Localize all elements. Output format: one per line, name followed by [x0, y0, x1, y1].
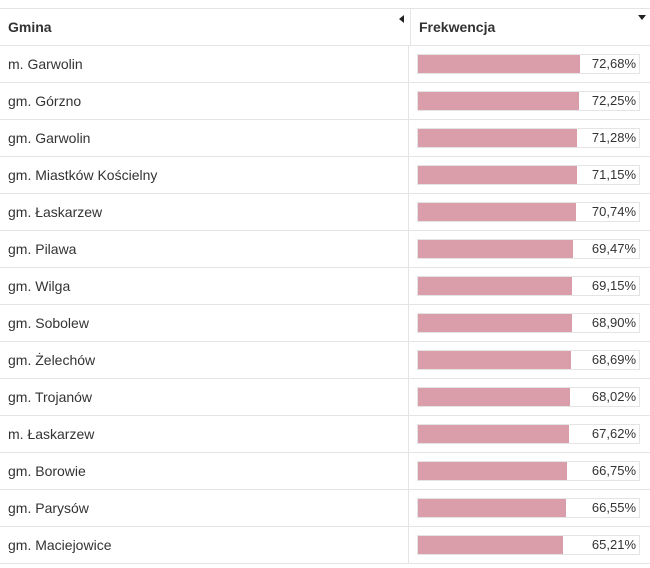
gmina-name: gm. Górzno [0, 83, 409, 119]
turnout-bar: 65,21% [417, 535, 640, 555]
turnout-bar-fill [418, 425, 569, 443]
turnout-value: 71,28% [591, 130, 636, 145]
frekwencja-cell: 66,55% [409, 490, 650, 526]
turnout-bar: 70,74% [417, 202, 640, 222]
column-header-frekwencja[interactable]: Frekwencja [411, 9, 650, 45]
turnout-bar-fill [418, 388, 570, 406]
table-row: gm. Łaskarzew 70,74% [0, 194, 650, 231]
table-row: m. Garwolin 72,68% [0, 46, 650, 83]
frekwencja-cell: 71,15% [409, 157, 650, 193]
table-row: gm. Trojanów 68,02% [0, 379, 650, 416]
table-row: gm. Maciejowice 65,21% [0, 527, 650, 564]
table-row: gm. Wilga 69,15% [0, 268, 650, 305]
turnout-value: 69,15% [591, 278, 636, 293]
column-header-gmina[interactable]: Gmina [0, 9, 411, 45]
table-body: m. Garwolin 72,68% gm. Górzno 72,25% gm. Gar… [0, 46, 650, 564]
turnout-value: 65,21% [591, 537, 636, 552]
gmina-name: gm. Wilga [0, 268, 409, 304]
turnout-bar: 68,90% [417, 313, 640, 333]
turnout-bar: 72,68% [417, 54, 640, 74]
turnout-value: 72,68% [591, 56, 636, 71]
turnout-bar: 66,55% [417, 498, 640, 518]
gmina-name: gm. Łaskarzew [0, 194, 409, 230]
turnout-bar-fill [418, 314, 572, 332]
turnout-bar-fill [418, 351, 571, 369]
table-row: gm. Garwolin 71,28% [0, 120, 650, 157]
turnout-bar: 71,15% [417, 165, 640, 185]
frekwencja-cell: 72,25% [409, 83, 650, 119]
turnout-bar-fill [418, 462, 567, 480]
frekwencja-cell: 66,75% [409, 453, 650, 489]
gmina-name: m. Garwolin [0, 46, 409, 82]
turnout-value: 68,90% [591, 315, 636, 330]
turnout-bar: 69,47% [417, 239, 640, 259]
turnout-bar-fill [418, 55, 580, 73]
sort-down-icon[interactable] [638, 15, 646, 20]
turnout-bar-fill [418, 129, 577, 147]
turnout-bar-fill [418, 92, 579, 110]
turnout-bar: 66,75% [417, 461, 640, 481]
turnout-value: 68,02% [591, 389, 636, 404]
gmina-name: gm. Maciejowice [0, 527, 409, 563]
turnout-value: 66,55% [591, 500, 636, 515]
turnout-bar: 68,69% [417, 350, 640, 370]
frekwencja-cell: 72,68% [409, 46, 650, 82]
frekwencja-cell: 68,02% [409, 379, 650, 415]
gmina-name: gm. Pilawa [0, 231, 409, 267]
turnout-bar-fill [418, 166, 577, 184]
turnout-bar-fill [418, 277, 572, 295]
turnout-value: 69,47% [591, 241, 636, 256]
table-row: m. Łaskarzew 67,62% [0, 416, 650, 453]
table-row: gm. Miastków Kościelny 71,15% [0, 157, 650, 194]
turnout-bar-fill [418, 499, 566, 517]
column-header-gmina-label: Gmina [8, 19, 52, 35]
table-row: gm. Żelechów 68,69% [0, 342, 650, 379]
turnout-bar: 72,25% [417, 91, 640, 111]
turnout-bar: 71,28% [417, 128, 640, 148]
turnout-value: 67,62% [591, 426, 636, 441]
turnout-value: 72,25% [591, 93, 636, 108]
gmina-name: gm. Żelechów [0, 342, 409, 378]
gmina-name: m. Łaskarzew [0, 416, 409, 452]
table-row: gm. Parysów 66,55% [0, 490, 650, 527]
frekwencja-cell: 71,28% [409, 120, 650, 156]
gmina-name: gm. Parysów [0, 490, 409, 526]
turnout-table: Gmina Frekwencja m. Garwolin 72,68% gm. Gó… [0, 8, 650, 564]
turnout-bar: 69,15% [417, 276, 640, 296]
table-row: gm. Sobolew 68,90% [0, 305, 650, 342]
frekwencja-cell: 67,62% [409, 416, 650, 452]
frekwencja-cell: 65,21% [409, 527, 650, 563]
table-header-row: Gmina Frekwencja [0, 9, 650, 46]
turnout-bar: 68,02% [417, 387, 640, 407]
turnout-bar-fill [418, 536, 563, 554]
table-row: gm. Borowie 66,75% [0, 453, 650, 490]
gmina-name: gm. Trojanów [0, 379, 409, 415]
table-row: gm. Górzno 72,25% [0, 83, 650, 120]
turnout-value: 70,74% [591, 204, 636, 219]
turnout-value: 71,15% [591, 167, 636, 182]
turnout-value: 68,69% [591, 352, 636, 367]
frekwencja-cell: 68,90% [409, 305, 650, 341]
turnout-bar: 67,62% [417, 424, 640, 444]
frekwencja-cell: 69,15% [409, 268, 650, 304]
gmina-name: gm. Garwolin [0, 120, 409, 156]
frekwencja-cell: 69,47% [409, 231, 650, 267]
frekwencja-cell: 70,74% [409, 194, 650, 230]
sort-left-icon[interactable] [399, 15, 404, 23]
column-header-frekwencja-label: Frekwencja [419, 19, 496, 35]
gmina-name: gm. Sobolew [0, 305, 409, 341]
turnout-bar-fill [418, 240, 573, 258]
frekwencja-cell: 68,69% [409, 342, 650, 378]
table-row: gm. Pilawa 69,47% [0, 231, 650, 268]
turnout-bar-fill [418, 203, 576, 221]
gmina-name: gm. Miastków Kościelny [0, 157, 409, 193]
turnout-value: 66,75% [591, 463, 636, 478]
gmina-name: gm. Borowie [0, 453, 409, 489]
